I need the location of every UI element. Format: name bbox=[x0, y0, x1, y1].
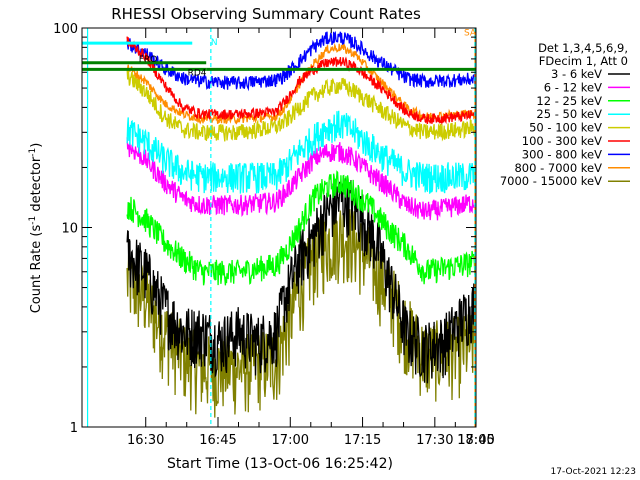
legend: Det 1,3,4,5,6,9,FDecim 1, Att 03 - 6 keV… bbox=[500, 41, 630, 188]
legend-entry-label: 3 - 6 keV bbox=[551, 67, 602, 81]
y-axis-label: Count Rate (s-1 detector-1) bbox=[28, 143, 44, 314]
annotation-3: SA bbox=[464, 28, 477, 38]
legend-entry-label: 300 - 800 keV bbox=[522, 147, 602, 161]
legend-header-line: FDecim 1, Att 0 bbox=[539, 54, 628, 68]
legend-entry-label: 6 - 12 keV bbox=[544, 80, 602, 94]
y-tick-label: 100 bbox=[53, 22, 78, 37]
series-line-3-6-kev bbox=[126, 177, 477, 384]
legend-entry-label: 7000 - 15000 keV bbox=[500, 174, 602, 188]
legend-entry-label: 100 - 300 keV bbox=[522, 134, 602, 148]
annotation-2: RD4 bbox=[188, 68, 207, 78]
x-tick-label: 16:45 bbox=[199, 433, 236, 448]
legend-header-line: Det 1,3,4,5,6,9, bbox=[538, 41, 628, 55]
x-tick-label: 18:00 bbox=[457, 433, 494, 448]
legend-entry-label: 12 - 25 keV bbox=[536, 94, 602, 108]
series-line-100-300-kev bbox=[126, 36, 477, 126]
series-line-12-25-kev bbox=[126, 170, 476, 286]
series-line-6-12-kev bbox=[126, 137, 476, 221]
annotation-0: FRO bbox=[139, 55, 158, 65]
legend-entry-label: 800 - 7000 keV bbox=[514, 161, 602, 175]
annotation-1: N bbox=[211, 38, 218, 48]
series-layer bbox=[126, 30, 477, 418]
x-tick-label: 17:00 bbox=[272, 433, 309, 448]
series-line-300-800-kev bbox=[126, 30, 477, 92]
x-tick-label: 17:45 bbox=[457, 433, 494, 448]
legend-entry-label: 50 - 100 keV bbox=[529, 121, 602, 135]
x-tick-label: 17:15 bbox=[344, 433, 381, 448]
y-axis: 1 10 100 bbox=[53, 22, 476, 436]
y-tick-label: 1 bbox=[70, 421, 78, 436]
annotation-layer: FRO N RD4 SA bbox=[139, 28, 477, 78]
legend-entry-label: 25 - 50 keV bbox=[536, 107, 602, 121]
series-line-25-50-kev bbox=[126, 110, 477, 194]
x-tick-label: 17:30 bbox=[416, 433, 453, 448]
chart-title: RHESSI Observing Summary Count Rates bbox=[111, 5, 421, 23]
x-tick-label: 16:30 bbox=[127, 433, 164, 448]
series-line-50-100-kev bbox=[126, 68, 476, 142]
y-tick-label: 10 bbox=[61, 222, 78, 237]
render-timestamp: 17-Oct-2021 12:23 bbox=[551, 467, 636, 477]
x-axis-label: Start Time (13-Oct-06 16:25:42) bbox=[167, 456, 393, 472]
